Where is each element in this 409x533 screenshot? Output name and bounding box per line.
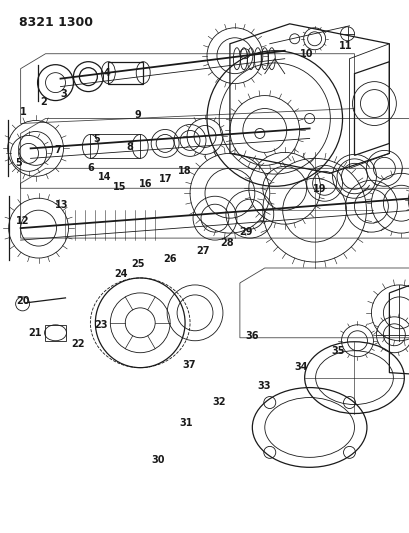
Text: 26: 26 xyxy=(163,254,177,263)
Text: 2: 2 xyxy=(40,97,47,107)
Text: 22: 22 xyxy=(72,338,85,349)
Text: 33: 33 xyxy=(257,381,270,391)
Text: 1: 1 xyxy=(20,108,27,117)
Text: 8321 1300: 8321 1300 xyxy=(18,16,92,29)
Text: 7: 7 xyxy=(54,144,61,155)
Text: 27: 27 xyxy=(196,246,209,255)
Text: 31: 31 xyxy=(180,418,193,428)
Text: 19: 19 xyxy=(312,184,326,195)
Text: 13: 13 xyxy=(55,200,69,211)
Text: 12: 12 xyxy=(16,216,30,227)
Bar xyxy=(45,325,66,341)
Text: 29: 29 xyxy=(238,227,252,237)
Text: 30: 30 xyxy=(151,455,164,465)
Text: 16: 16 xyxy=(139,179,152,189)
Text: 21: 21 xyxy=(29,328,42,338)
Text: 32: 32 xyxy=(212,397,225,407)
Text: 20: 20 xyxy=(16,296,30,306)
Bar xyxy=(90,134,140,158)
Text: 24: 24 xyxy=(114,270,128,279)
Bar xyxy=(108,62,143,84)
Text: 35: 35 xyxy=(330,346,344,357)
Text: 4: 4 xyxy=(103,68,110,78)
Text: 17: 17 xyxy=(159,174,173,184)
Text: 8: 8 xyxy=(126,142,133,152)
Text: 6: 6 xyxy=(87,163,94,173)
Text: 5: 5 xyxy=(93,134,100,144)
Text: 28: 28 xyxy=(220,238,234,248)
Text: 14: 14 xyxy=(98,172,111,182)
Text: 25: 25 xyxy=(130,259,144,269)
Text: 5: 5 xyxy=(16,158,22,168)
Text: 37: 37 xyxy=(182,360,195,370)
Text: 10: 10 xyxy=(300,49,313,59)
Text: 11: 11 xyxy=(338,41,352,51)
Text: 23: 23 xyxy=(94,320,107,330)
Text: 15: 15 xyxy=(112,182,126,192)
Text: 3: 3 xyxy=(61,89,67,99)
Text: 18: 18 xyxy=(178,166,191,176)
Text: 36: 36 xyxy=(245,330,258,341)
Text: 34: 34 xyxy=(294,362,307,373)
Text: 9: 9 xyxy=(134,110,141,120)
